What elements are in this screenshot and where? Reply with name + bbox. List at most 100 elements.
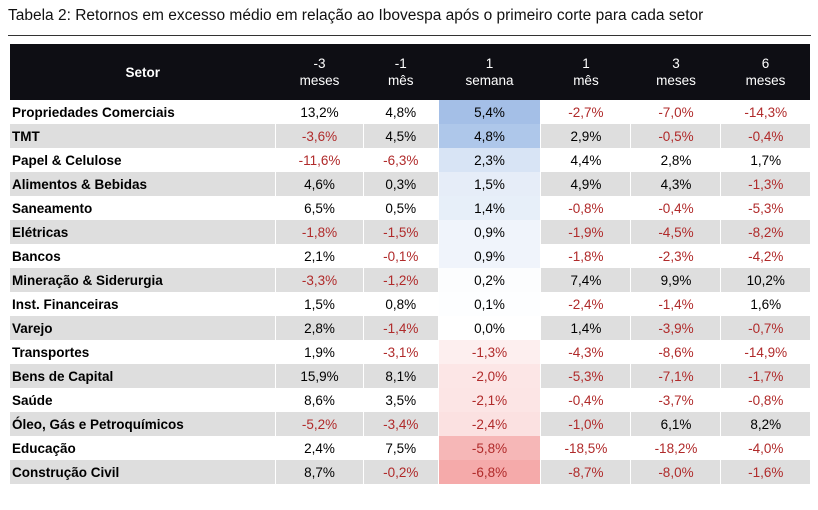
value-cell: -3,1% (362, 340, 439, 364)
value-cell: 6,1% (630, 412, 721, 436)
header-cell: 1 mês (540, 44, 631, 100)
value-cell: 1,7% (720, 148, 810, 172)
value-cell: 4,3% (630, 172, 721, 196)
value-cell: 0,8% (362, 292, 439, 316)
sector-name: TMT (10, 124, 276, 148)
value-cell: -2,4% (540, 292, 631, 316)
value-cell: 0,5% (362, 196, 439, 220)
value-cell: 0,3% (362, 172, 439, 196)
sector-name: Bens de Capital (10, 364, 276, 388)
value-cell: -3,3% (275, 268, 364, 292)
table-row: Bancos 2,1% -0,1% 0,9% -1,8% -2,3% -4,2% (10, 244, 810, 268)
value-cell: 8,1% (362, 364, 439, 388)
value-cell: -8,6% (630, 340, 721, 364)
value-cell: -4,2% (720, 244, 810, 268)
header-line: mês (573, 73, 599, 88)
header-cell: 6 meses (720, 44, 810, 100)
value-cell: -3,6% (275, 124, 364, 148)
sector-name: Varejo (10, 316, 276, 340)
value-cell: -0,4% (720, 124, 810, 148)
value-cell: -6,3% (362, 148, 439, 172)
value-cell: 3,5% (362, 388, 439, 412)
header-line: mês (388, 73, 414, 88)
value-cell: -1,4% (362, 316, 439, 340)
header-line: semana (465, 73, 514, 88)
sector-name: Mineração & Siderurgia (10, 268, 276, 292)
value-cell: -3,4% (362, 412, 439, 436)
value-cell: -5,3% (540, 364, 631, 388)
value-cell: 0,9% (437, 220, 541, 244)
value-cell: -1,8% (540, 244, 631, 268)
value-cell: 0,1% (437, 292, 541, 316)
sector-name: Bancos (12, 248, 61, 264)
sector-name: Saneamento (12, 200, 93, 216)
header-line: 1 (485, 56, 494, 71)
value-cell: 4,8% (437, 124, 541, 148)
value-cell: 2,4% (275, 436, 364, 460)
value-cell: -18,2% (630, 436, 721, 460)
value-cell: -0,4% (540, 388, 631, 412)
value-cell: 10,2% (720, 268, 810, 292)
value-cell: -3,9% (630, 316, 721, 340)
sector-name: Papel & Celulose (12, 152, 122, 168)
table-row: TMT -3,6% 4,5% 4,8% 2,9% -0,5% -0,4% (10, 124, 810, 148)
table-row: Saúde 8,6% 3,5% -2,1% -0,4% -3,7% -0,8% (10, 388, 810, 412)
table-row: Inst. Financeiras 1,5% 0,8% 0,1% -2,4% -1,4% 1… (10, 292, 810, 316)
value-cell: -14,9% (720, 340, 810, 364)
value-cell: -11,6% (275, 148, 364, 172)
header-line: 1 (582, 56, 590, 71)
header-row: Setor -3 meses -1 mês 1 semana 1 mês 3 meses 6 meses (10, 44, 810, 100)
header-line: 6 (761, 56, 770, 71)
header-cell: 3 meses (630, 44, 721, 100)
value-cell: 0,9% (437, 244, 541, 268)
table-row: Óleo, Gás e Petroquímicos -5,2% -3,4% -2,4%… (10, 412, 810, 436)
sector-name: Educação (12, 440, 76, 456)
value-cell: 9,9% (630, 268, 721, 292)
value-cell: -0,2% (362, 460, 439, 484)
table-row: Propriedades Comerciais 13,2% 4,8% 5,4% -2,7… (10, 100, 810, 124)
value-cell: 4,6% (275, 172, 364, 196)
value-cell: 13,2% (275, 100, 364, 124)
value-cell: -0,1% (362, 244, 439, 268)
value-cell: 6,5% (275, 196, 364, 220)
value-cell: -4,3% (540, 340, 631, 364)
value-cell: 1,5% (437, 172, 541, 196)
header-cell: -3 meses (275, 44, 364, 100)
value-cell: -5,3% (720, 196, 810, 220)
value-cell: 2,8% (630, 148, 721, 172)
value-cell: 2,1% (275, 244, 364, 268)
value-cell: -1,2% (362, 268, 439, 292)
header-cell: Setor (10, 44, 276, 100)
table-row: Transportes 1,9% -3,1% -1,3% -4,3% -8,6% -14,9… (10, 340, 810, 364)
value-cell: -4,5% (630, 220, 721, 244)
value-cell: -2,4% (437, 412, 541, 436)
header-line: meses (745, 73, 786, 88)
value-cell: 1,5% (275, 292, 364, 316)
sector-name: Óleo, Gás e Petroquímicos (10, 412, 276, 436)
table-row: Varejo 2,8% -1,4% 0,0% 1,4% -3,9% -0,7% (10, 316, 810, 340)
value-cell: 4,5% (362, 124, 439, 148)
value-cell: 5,4% (437, 100, 541, 124)
value-cell: 2,8% (275, 316, 364, 340)
value-cell: 0,0% (437, 316, 541, 340)
value-cell: -1,6% (720, 460, 810, 484)
value-cell: -1,3% (720, 172, 810, 196)
value-cell: -3,7% (630, 388, 721, 412)
header-cell: -1 mês (363, 44, 439, 100)
sector-name: Transportes (12, 344, 90, 360)
header-line: Setor (125, 64, 160, 80)
sector-name: Saúde (12, 392, 53, 408)
value-cell: 8,6% (275, 388, 364, 412)
value-cell: 7,5% (362, 436, 439, 460)
value-cell: 1,4% (540, 316, 631, 340)
value-cell: 1,6% (720, 292, 810, 316)
sector-name: Elétricas (10, 220, 276, 244)
value-cell: 4,4% (540, 148, 631, 172)
value-cell: -1,5% (362, 220, 439, 244)
table-row: Mineração & Siderurgia -3,3% -1,2% 0,2% 7,4%… (10, 268, 810, 292)
header-line: -1 (394, 56, 407, 71)
value-cell: 15,9% (275, 364, 364, 388)
sector-name: Propriedades Comerciais (12, 104, 175, 120)
value-cell: 2,3% (437, 148, 541, 172)
